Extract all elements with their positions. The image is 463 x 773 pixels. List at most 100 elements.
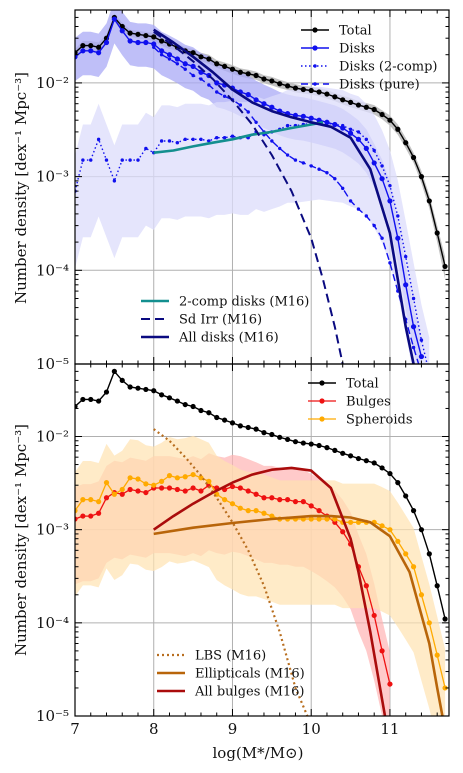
data-point bbox=[364, 137, 369, 142]
data-point bbox=[182, 488, 188, 494]
data-point bbox=[254, 120, 258, 124]
data-point bbox=[190, 485, 196, 491]
legend-marker-disks-pure bbox=[313, 82, 317, 86]
data-point bbox=[80, 43, 86, 49]
data-point bbox=[222, 497, 228, 503]
data-point bbox=[364, 214, 369, 218]
data-point bbox=[182, 401, 188, 408]
data-point bbox=[159, 53, 164, 57]
data-point bbox=[127, 384, 133, 390]
data-point bbox=[119, 491, 125, 497]
data-point bbox=[372, 223, 376, 228]
data-point bbox=[245, 508, 251, 514]
data-point bbox=[175, 62, 180, 66]
data-point bbox=[269, 104, 275, 110]
data-point bbox=[175, 141, 180, 145]
data-point bbox=[159, 48, 165, 54]
data-point bbox=[410, 564, 417, 570]
data-point bbox=[190, 63, 196, 70]
data-point bbox=[340, 97, 346, 103]
data-point bbox=[308, 516, 314, 522]
data-point bbox=[325, 171, 329, 175]
data-point bbox=[190, 471, 196, 478]
data-point bbox=[214, 414, 220, 421]
bottom-ticks bbox=[74, 363, 449, 717]
series-total bbox=[75, 368, 448, 622]
data-point bbox=[214, 80, 220, 86]
data-point bbox=[292, 85, 299, 91]
data-point bbox=[183, 137, 187, 142]
data-point bbox=[387, 117, 393, 123]
data-point bbox=[308, 441, 314, 447]
data-point bbox=[442, 685, 448, 691]
data-point bbox=[111, 368, 117, 374]
data-point bbox=[379, 111, 385, 118]
data-point bbox=[206, 410, 212, 416]
data-point bbox=[245, 488, 251, 494]
data-point bbox=[316, 516, 322, 522]
legend-label-all-disks-m16: All disks (M16) bbox=[178, 331, 279, 346]
data-point bbox=[355, 136, 362, 142]
data-point bbox=[434, 583, 440, 589]
data-point bbox=[104, 158, 109, 162]
series-disks-2-comp bbox=[75, 120, 431, 374]
data-point bbox=[135, 476, 141, 482]
data-point bbox=[222, 63, 228, 70]
data-point bbox=[269, 495, 275, 501]
data-point bbox=[428, 371, 431, 374]
data-point bbox=[442, 616, 448, 622]
data-point bbox=[88, 396, 94, 403]
data-point bbox=[119, 486, 125, 493]
y-tick-label: 10⁻⁴ bbox=[36, 261, 69, 279]
data-point bbox=[182, 61, 188, 67]
data-point bbox=[355, 455, 362, 462]
data-point bbox=[332, 447, 338, 453]
data-point bbox=[418, 353, 425, 360]
data-point bbox=[388, 183, 392, 188]
data-point bbox=[166, 52, 173, 58]
data-point bbox=[261, 76, 267, 82]
data-point bbox=[143, 32, 149, 39]
data-point bbox=[308, 115, 314, 121]
data-point bbox=[363, 458, 369, 464]
data-point bbox=[300, 499, 306, 505]
data-point bbox=[237, 69, 243, 75]
data-point bbox=[380, 164, 384, 168]
data-point bbox=[348, 127, 353, 131]
data-point bbox=[347, 130, 354, 136]
x-axis-label: log(M*/M⊙) bbox=[213, 744, 304, 762]
y-tick-label: 10⁻² bbox=[36, 74, 69, 92]
bottom-plot-area bbox=[75, 368, 448, 716]
data-point bbox=[308, 87, 314, 94]
data-point bbox=[316, 508, 322, 514]
data-point bbox=[277, 497, 283, 503]
data-point bbox=[182, 474, 188, 480]
data-point bbox=[127, 30, 133, 36]
data-point bbox=[88, 497, 94, 503]
data-point bbox=[229, 501, 236, 507]
data-point bbox=[253, 491, 259, 497]
data-point bbox=[151, 482, 157, 488]
data-point bbox=[300, 113, 306, 119]
data-point bbox=[128, 158, 132, 162]
data-point bbox=[261, 510, 267, 516]
data-point bbox=[190, 403, 196, 410]
data-point bbox=[166, 395, 173, 401]
data-point bbox=[261, 495, 267, 501]
bottom-legend-upper: Total Bulges Spheroids bbox=[308, 377, 413, 428]
data-point bbox=[96, 499, 102, 505]
data-point bbox=[372, 148, 376, 153]
legend-marker-spheroids bbox=[319, 416, 325, 422]
data-point bbox=[174, 475, 180, 481]
data-point bbox=[324, 445, 330, 451]
data-point bbox=[159, 139, 164, 143]
data-point bbox=[112, 179, 117, 183]
data-point bbox=[324, 516, 330, 522]
data-point bbox=[395, 235, 401, 241]
data-point bbox=[387, 198, 393, 204]
data-point bbox=[269, 513, 275, 519]
data-point bbox=[166, 485, 173, 491]
data-point bbox=[333, 176, 337, 181]
data-point bbox=[199, 77, 203, 81]
data-point bbox=[206, 478, 212, 484]
